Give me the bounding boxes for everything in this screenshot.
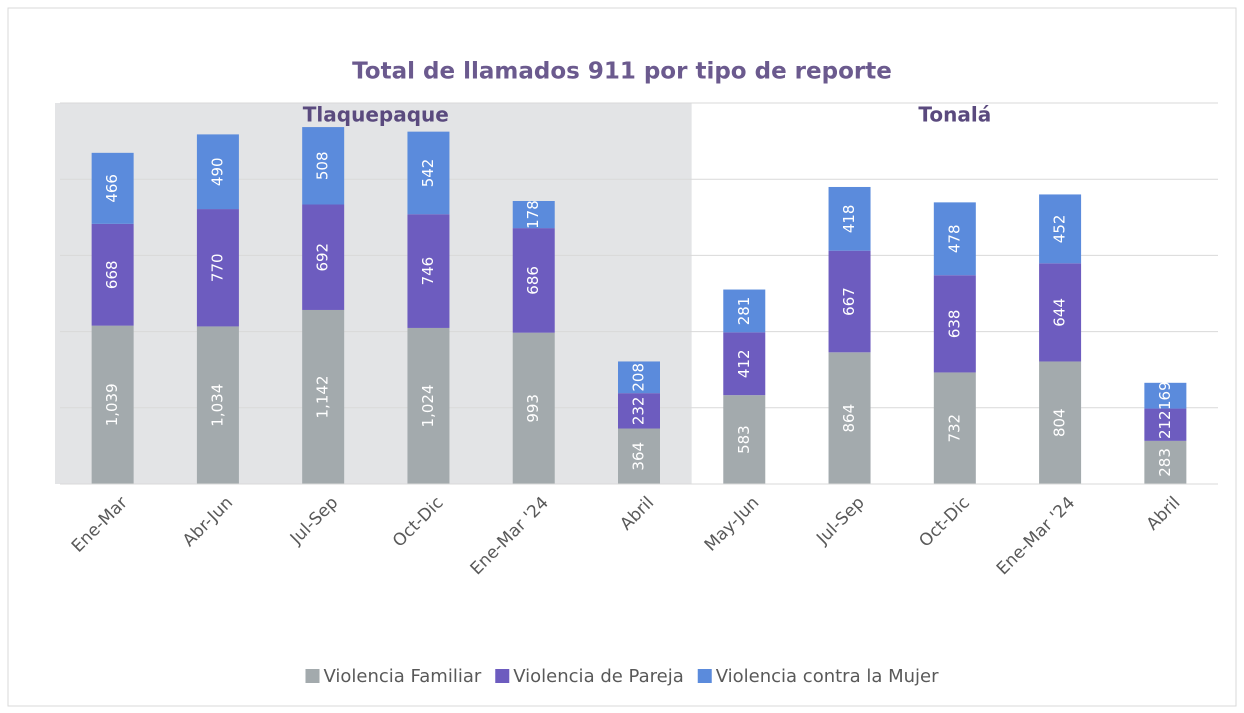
bar-segment <box>91 223 134 326</box>
data-label: 1,142 <box>314 376 332 419</box>
data-label: 169 <box>1156 381 1174 410</box>
bar-segment <box>512 332 555 484</box>
bar-segment <box>1039 361 1082 484</box>
bar-segment <box>512 200 555 229</box>
bar-segment <box>302 309 345 484</box>
data-label: 412 <box>735 349 753 378</box>
bar-segment <box>828 352 871 484</box>
data-label: 508 <box>314 151 332 180</box>
data-label: 478 <box>945 224 963 253</box>
bar-segment <box>91 152 134 224</box>
bar-segment <box>407 214 450 328</box>
data-label: 542 <box>419 159 437 188</box>
data-label: 1,034 <box>208 384 226 427</box>
bar-segment <box>723 289 766 333</box>
data-label: 993 <box>524 394 542 423</box>
bar-segment <box>1144 408 1187 441</box>
group-label: Tonalá <box>918 103 991 127</box>
bar-segment <box>91 325 134 484</box>
bar-segment <box>618 361 660 394</box>
bar-segment <box>828 186 871 251</box>
data-label: 178 <box>524 200 542 229</box>
data-label: 281 <box>735 297 753 326</box>
data-label: 232 <box>630 397 648 426</box>
bar-segment <box>723 332 766 396</box>
bar-segment <box>933 202 976 276</box>
legend-label: Violencia de Pareja <box>513 666 683 687</box>
data-label: 452 <box>1051 215 1069 244</box>
group-shade <box>55 103 692 484</box>
bar-segment <box>407 131 450 215</box>
data-label: 212 <box>1156 410 1174 439</box>
bar-segment <box>196 209 239 327</box>
bar-segment <box>407 327 450 484</box>
bar-segment <box>1144 382 1187 409</box>
data-label: 583 <box>735 425 753 454</box>
data-label: 490 <box>208 157 226 186</box>
data-label: 746 <box>419 257 437 286</box>
data-label: 466 <box>103 174 121 203</box>
data-label: 208 <box>630 363 648 392</box>
legend-swatch <box>305 669 320 683</box>
bar-segment <box>196 326 239 484</box>
group-label: Tlaquepaque <box>303 103 449 127</box>
data-label: 418 <box>840 205 858 234</box>
legend-swatch <box>697 669 712 683</box>
data-label: 668 <box>103 260 121 289</box>
bar-segment <box>196 134 239 210</box>
data-label: 667 <box>840 287 858 316</box>
data-label: 692 <box>314 243 332 272</box>
bar-segment <box>1144 440 1187 484</box>
bar-segment <box>828 250 871 353</box>
bar-segment <box>618 393 660 429</box>
data-label: 638 <box>945 310 963 339</box>
data-label: 732 <box>945 414 963 443</box>
data-label: 1,024 <box>419 384 437 427</box>
bar-segment <box>723 395 766 484</box>
legend-swatch <box>495 669 510 683</box>
bar-segment <box>512 228 555 333</box>
chart-title: Total de llamados 911 por tipo de report… <box>352 59 892 85</box>
data-label: 644 <box>1051 298 1069 327</box>
data-label: 283 <box>1156 448 1174 477</box>
bar-segment <box>618 428 660 484</box>
data-label: 686 <box>524 266 542 295</box>
data-label: 364 <box>630 442 648 471</box>
data-label: 1,039 <box>103 383 121 426</box>
bar-segment <box>302 127 345 205</box>
bar-segment <box>1039 194 1082 264</box>
data-label: 770 <box>208 253 226 282</box>
data-label: 804 <box>1051 408 1069 437</box>
bar-segment <box>1039 263 1082 362</box>
legend-label: Violencia Familiar <box>323 666 481 687</box>
data-label: 864 <box>840 404 858 433</box>
bar-segment <box>302 204 345 310</box>
legend-label: Violencia contra la Mujer <box>716 666 939 687</box>
bar-segment <box>933 372 976 484</box>
bar-segment <box>933 275 976 373</box>
